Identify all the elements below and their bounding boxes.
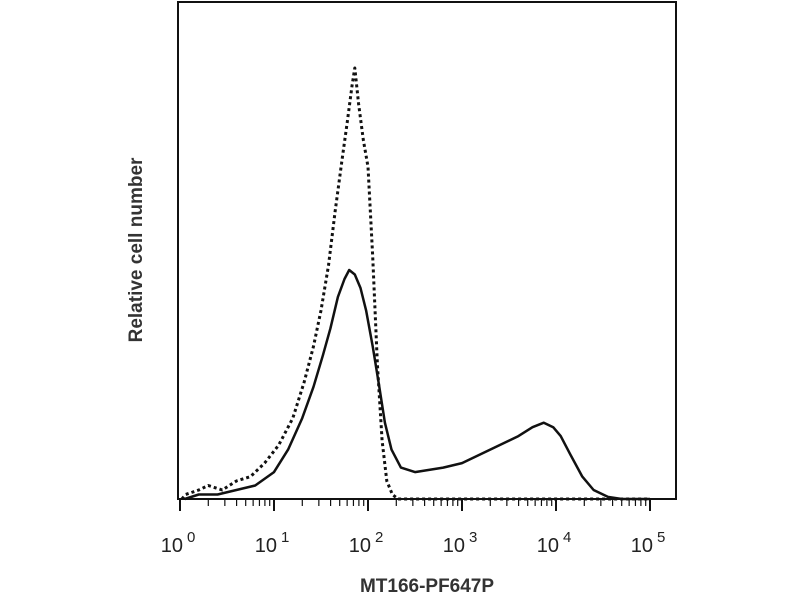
- series-line-dotted: [180, 66, 650, 501]
- x-tick-label: 10 4: [537, 529, 572, 557]
- plot-frame: [177, 1, 677, 500]
- x-tick-label: 10 1: [255, 529, 290, 557]
- x-tick-label: 10 0: [161, 529, 196, 557]
- x-tick-label: 10 2: [349, 529, 384, 557]
- x-axis-ticks: 10 0 10 1 10 2 10 3 10 4 10 5: [161, 499, 666, 557]
- x-axis-title: MT166-PF647P: [360, 576, 494, 597]
- series-layer: [180, 66, 650, 501]
- x-tick-label: 10 5: [631, 529, 666, 557]
- x-tick-label: 10 3: [443, 529, 478, 557]
- y-axis-title: Relative cell number: [126, 157, 147, 342]
- series-line-solid: [184, 268, 650, 501]
